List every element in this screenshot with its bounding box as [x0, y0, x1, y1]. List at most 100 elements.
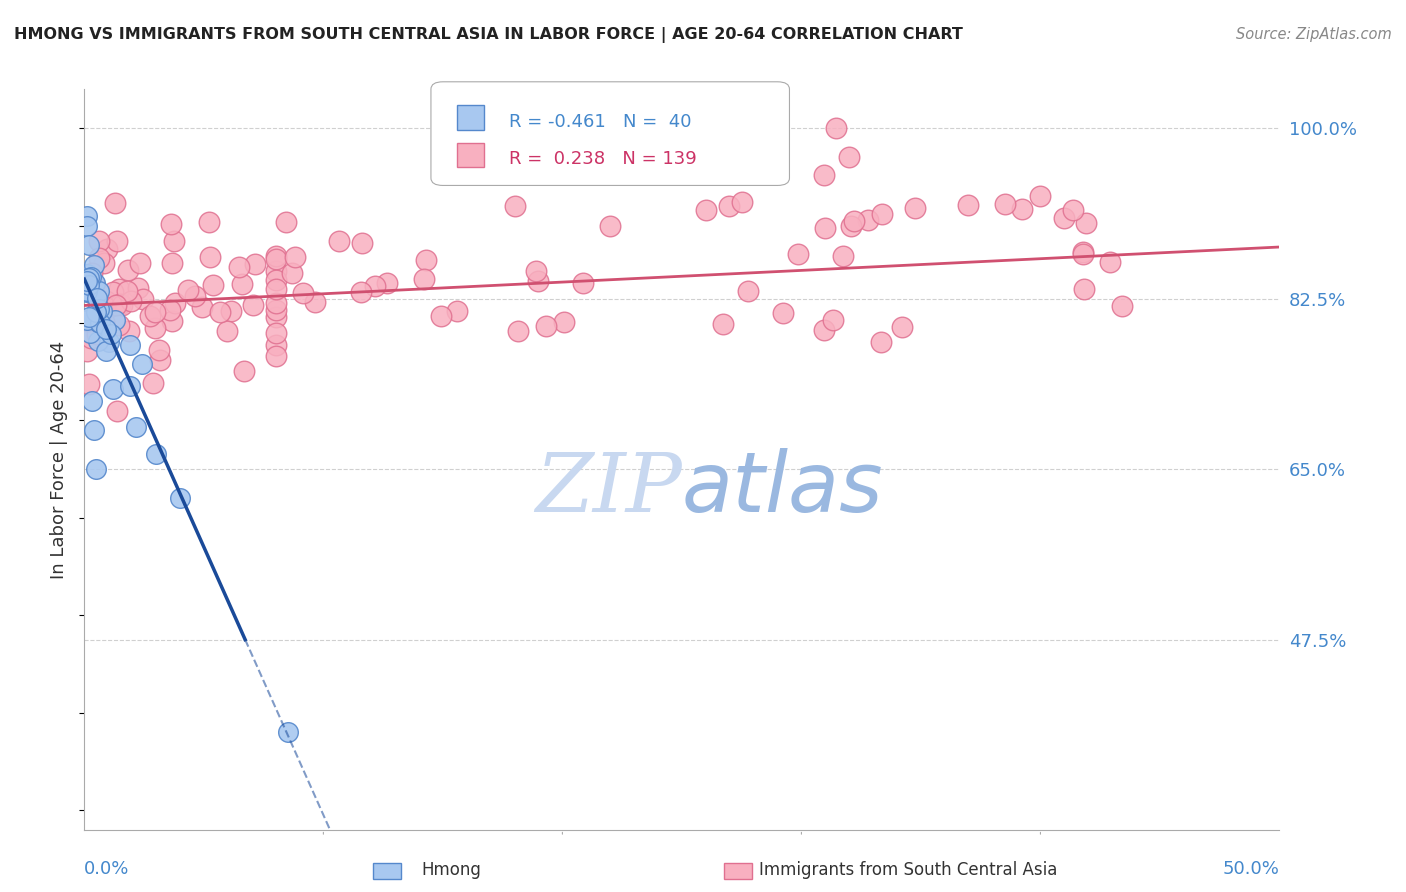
Point [77, 271, 100, 285]
Point [856, 213, 879, 227]
Point [142, 376, 165, 391]
Point [104, 196, 127, 211]
Point [1029, 189, 1052, 203]
Point [599, 219, 621, 233]
Point [264, 264, 287, 278]
Point [77, 284, 100, 298]
Text: HMONG VS IMMIGRANTS FROM SOUTH CENTRAL ASIA IN LABOR FORCE | AGE 20-64 CORRELATI: HMONG VS IMMIGRANTS FROM SOUTH CENTRAL A… [14, 27, 963, 43]
Point [90, 332, 112, 346]
Point [91, 318, 114, 333]
Point [124, 420, 146, 434]
Point [264, 272, 287, 286]
Text: R = -0.461   N =  40: R = -0.461 N = 40 [509, 112, 692, 131]
Point [904, 201, 927, 215]
Point [177, 283, 200, 297]
Point [86, 315, 108, 329]
Point [534, 319, 557, 334]
Point [86, 305, 108, 319]
Point [813, 323, 835, 337]
Point [508, 324, 530, 338]
Point [76, 274, 98, 288]
Point [128, 256, 150, 270]
Point [304, 294, 326, 309]
Point [772, 306, 794, 320]
FancyBboxPatch shape [457, 105, 484, 130]
Point [84, 277, 107, 291]
Point [264, 249, 287, 263]
Point [1073, 282, 1095, 296]
Point [209, 304, 232, 318]
Text: 50.0%: 50.0% [1223, 860, 1279, 878]
Point [352, 236, 374, 251]
Point [80, 331, 103, 345]
Point [87, 234, 110, 248]
Point [94, 344, 117, 359]
Point [163, 234, 186, 248]
Point [118, 324, 141, 338]
Point [364, 279, 387, 293]
Point [83, 258, 105, 272]
Point [148, 343, 170, 357]
Point [80, 266, 103, 280]
Point [446, 304, 468, 318]
Point [1062, 203, 1084, 218]
Point [277, 725, 299, 739]
Point [228, 260, 250, 274]
Point [120, 293, 142, 308]
Point [553, 315, 575, 329]
Point [415, 252, 437, 267]
Point [264, 295, 287, 310]
Point [264, 326, 287, 341]
Point [264, 338, 287, 352]
Point [292, 286, 315, 301]
Point [79, 326, 101, 340]
Point [838, 150, 860, 164]
Point [93, 315, 115, 329]
Point [79, 285, 101, 299]
Point [131, 292, 153, 306]
Point [90, 310, 112, 325]
Point [76, 284, 98, 298]
Text: atlas: atlas [682, 449, 883, 530]
Point [281, 266, 304, 280]
Point [1053, 211, 1076, 225]
Point [103, 382, 125, 396]
Point [814, 221, 837, 235]
Point [994, 197, 1017, 211]
Point [695, 203, 717, 218]
Point [412, 272, 434, 286]
Point [97, 335, 120, 350]
Point [90, 304, 112, 318]
Point [1076, 216, 1098, 230]
Point [215, 324, 238, 338]
Point [86, 291, 108, 305]
Point [84, 312, 107, 326]
Point [957, 198, 980, 212]
Point [120, 378, 142, 392]
Point [201, 278, 224, 293]
Point [77, 376, 100, 391]
Point [159, 303, 181, 318]
Point [131, 357, 153, 371]
Point [711, 317, 734, 331]
Point [1111, 299, 1133, 313]
Text: ZIP: ZIP [536, 449, 682, 529]
Point [76, 312, 98, 326]
Point [284, 250, 307, 264]
Point [86, 462, 108, 476]
Point [1099, 255, 1122, 269]
Text: 0.0%: 0.0% [84, 860, 129, 878]
Point [503, 199, 526, 213]
Point [87, 251, 110, 265]
Point [870, 206, 893, 220]
Point [264, 349, 287, 363]
Point [825, 121, 848, 136]
Point [375, 276, 398, 290]
Point [145, 321, 167, 335]
Point [86, 326, 108, 341]
Point [821, 313, 844, 327]
Point [76, 209, 98, 223]
Point [83, 423, 105, 437]
Point [104, 298, 127, 312]
Point [350, 285, 373, 299]
